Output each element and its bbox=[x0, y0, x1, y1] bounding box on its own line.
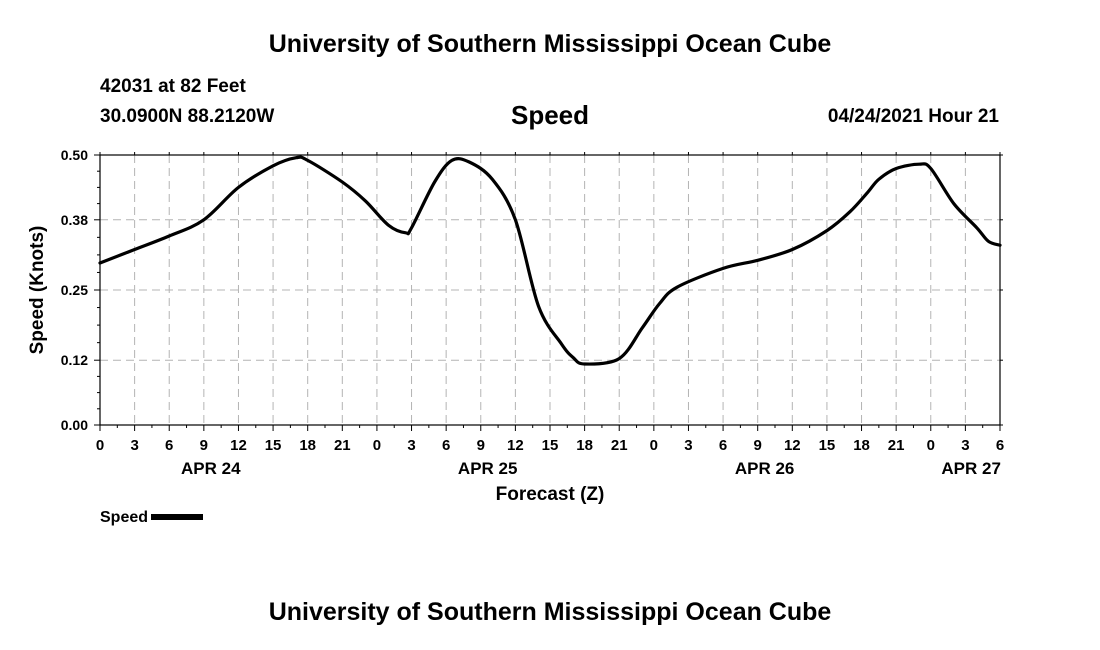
x-axis-label: Forecast (Z) bbox=[496, 484, 605, 505]
x-tick-label: 6 bbox=[442, 437, 450, 454]
y-tick-label: 0.12 bbox=[61, 352, 88, 368]
station-label: 42031 at 82 Feet bbox=[100, 76, 246, 97]
x-tick-label: 15 bbox=[542, 437, 559, 454]
chart-title: University of Southern Mississippi Ocean… bbox=[268, 30, 832, 58]
date-label: APR 25 bbox=[458, 459, 518, 478]
date-label: APR 24 bbox=[181, 459, 241, 478]
x-tick-label: 18 bbox=[853, 437, 870, 454]
y-axis-label: Speed (Knots) bbox=[27, 226, 48, 355]
x-tick-label: 6 bbox=[996, 437, 1004, 454]
x-tick-label: 18 bbox=[299, 437, 316, 454]
x-tick-label: 3 bbox=[130, 437, 138, 454]
x-tick-label: 9 bbox=[754, 437, 762, 454]
series-line-speed bbox=[98, 155, 1002, 366]
axis-ticks: 0 3 6 9 12 15 18 21 0 3 6 9 12 15 18 21 0 3 6 9 12 15 18 21 0 3 6A… bbox=[61, 147, 1004, 478]
x-tick-label: 0 bbox=[927, 437, 935, 454]
x-tick-label: 3 bbox=[407, 437, 415, 454]
legend-label: Speed bbox=[100, 509, 149, 526]
y-tick-label: 0.38 bbox=[61, 212, 88, 228]
y-tick-label: 0.50 bbox=[61, 147, 88, 163]
x-tick-label: 0 bbox=[96, 437, 104, 454]
grid-lines bbox=[100, 155, 1000, 425]
date-label: APR 26 bbox=[735, 459, 795, 478]
date-label: APR 27 bbox=[941, 459, 1001, 478]
x-tick-label: 15 bbox=[265, 437, 282, 454]
x-tick-label: 0 bbox=[373, 437, 381, 454]
x-tick-label: 18 bbox=[576, 437, 593, 454]
x-tick-label: 6 bbox=[165, 437, 173, 454]
y-tick-label: 0.25 bbox=[61, 282, 88, 298]
x-tick-label: 6 bbox=[719, 437, 727, 454]
x-tick-label: 12 bbox=[230, 437, 247, 454]
legend-swatch bbox=[151, 513, 204, 520]
datetime-label: 04/24/2021 Hour 21 bbox=[827, 106, 999, 127]
variable-title: Speed bbox=[510, 100, 590, 130]
x-tick-label: 21 bbox=[334, 437, 351, 454]
x-tick-label: 12 bbox=[507, 437, 524, 454]
x-tick-label: 0 bbox=[650, 437, 658, 454]
footer-title: University of Southern Mississippi Ocean… bbox=[268, 598, 832, 626]
x-tick-label: 21 bbox=[888, 437, 905, 454]
y-tick-label: 0.00 bbox=[61, 417, 88, 433]
x-tick-label: 9 bbox=[200, 437, 208, 454]
x-tick-label: 3 bbox=[684, 437, 692, 454]
x-tick-label: 21 bbox=[611, 437, 628, 454]
coordinates-label: 30.0900N 88.2120W bbox=[100, 106, 275, 127]
x-tick-label: 12 bbox=[784, 437, 801, 454]
x-tick-label: 15 bbox=[819, 437, 836, 454]
legend: Speed bbox=[100, 509, 204, 527]
x-tick-label: 9 bbox=[477, 437, 485, 454]
x-tick-label: 3 bbox=[961, 437, 969, 454]
series-layer bbox=[98, 155, 1002, 366]
